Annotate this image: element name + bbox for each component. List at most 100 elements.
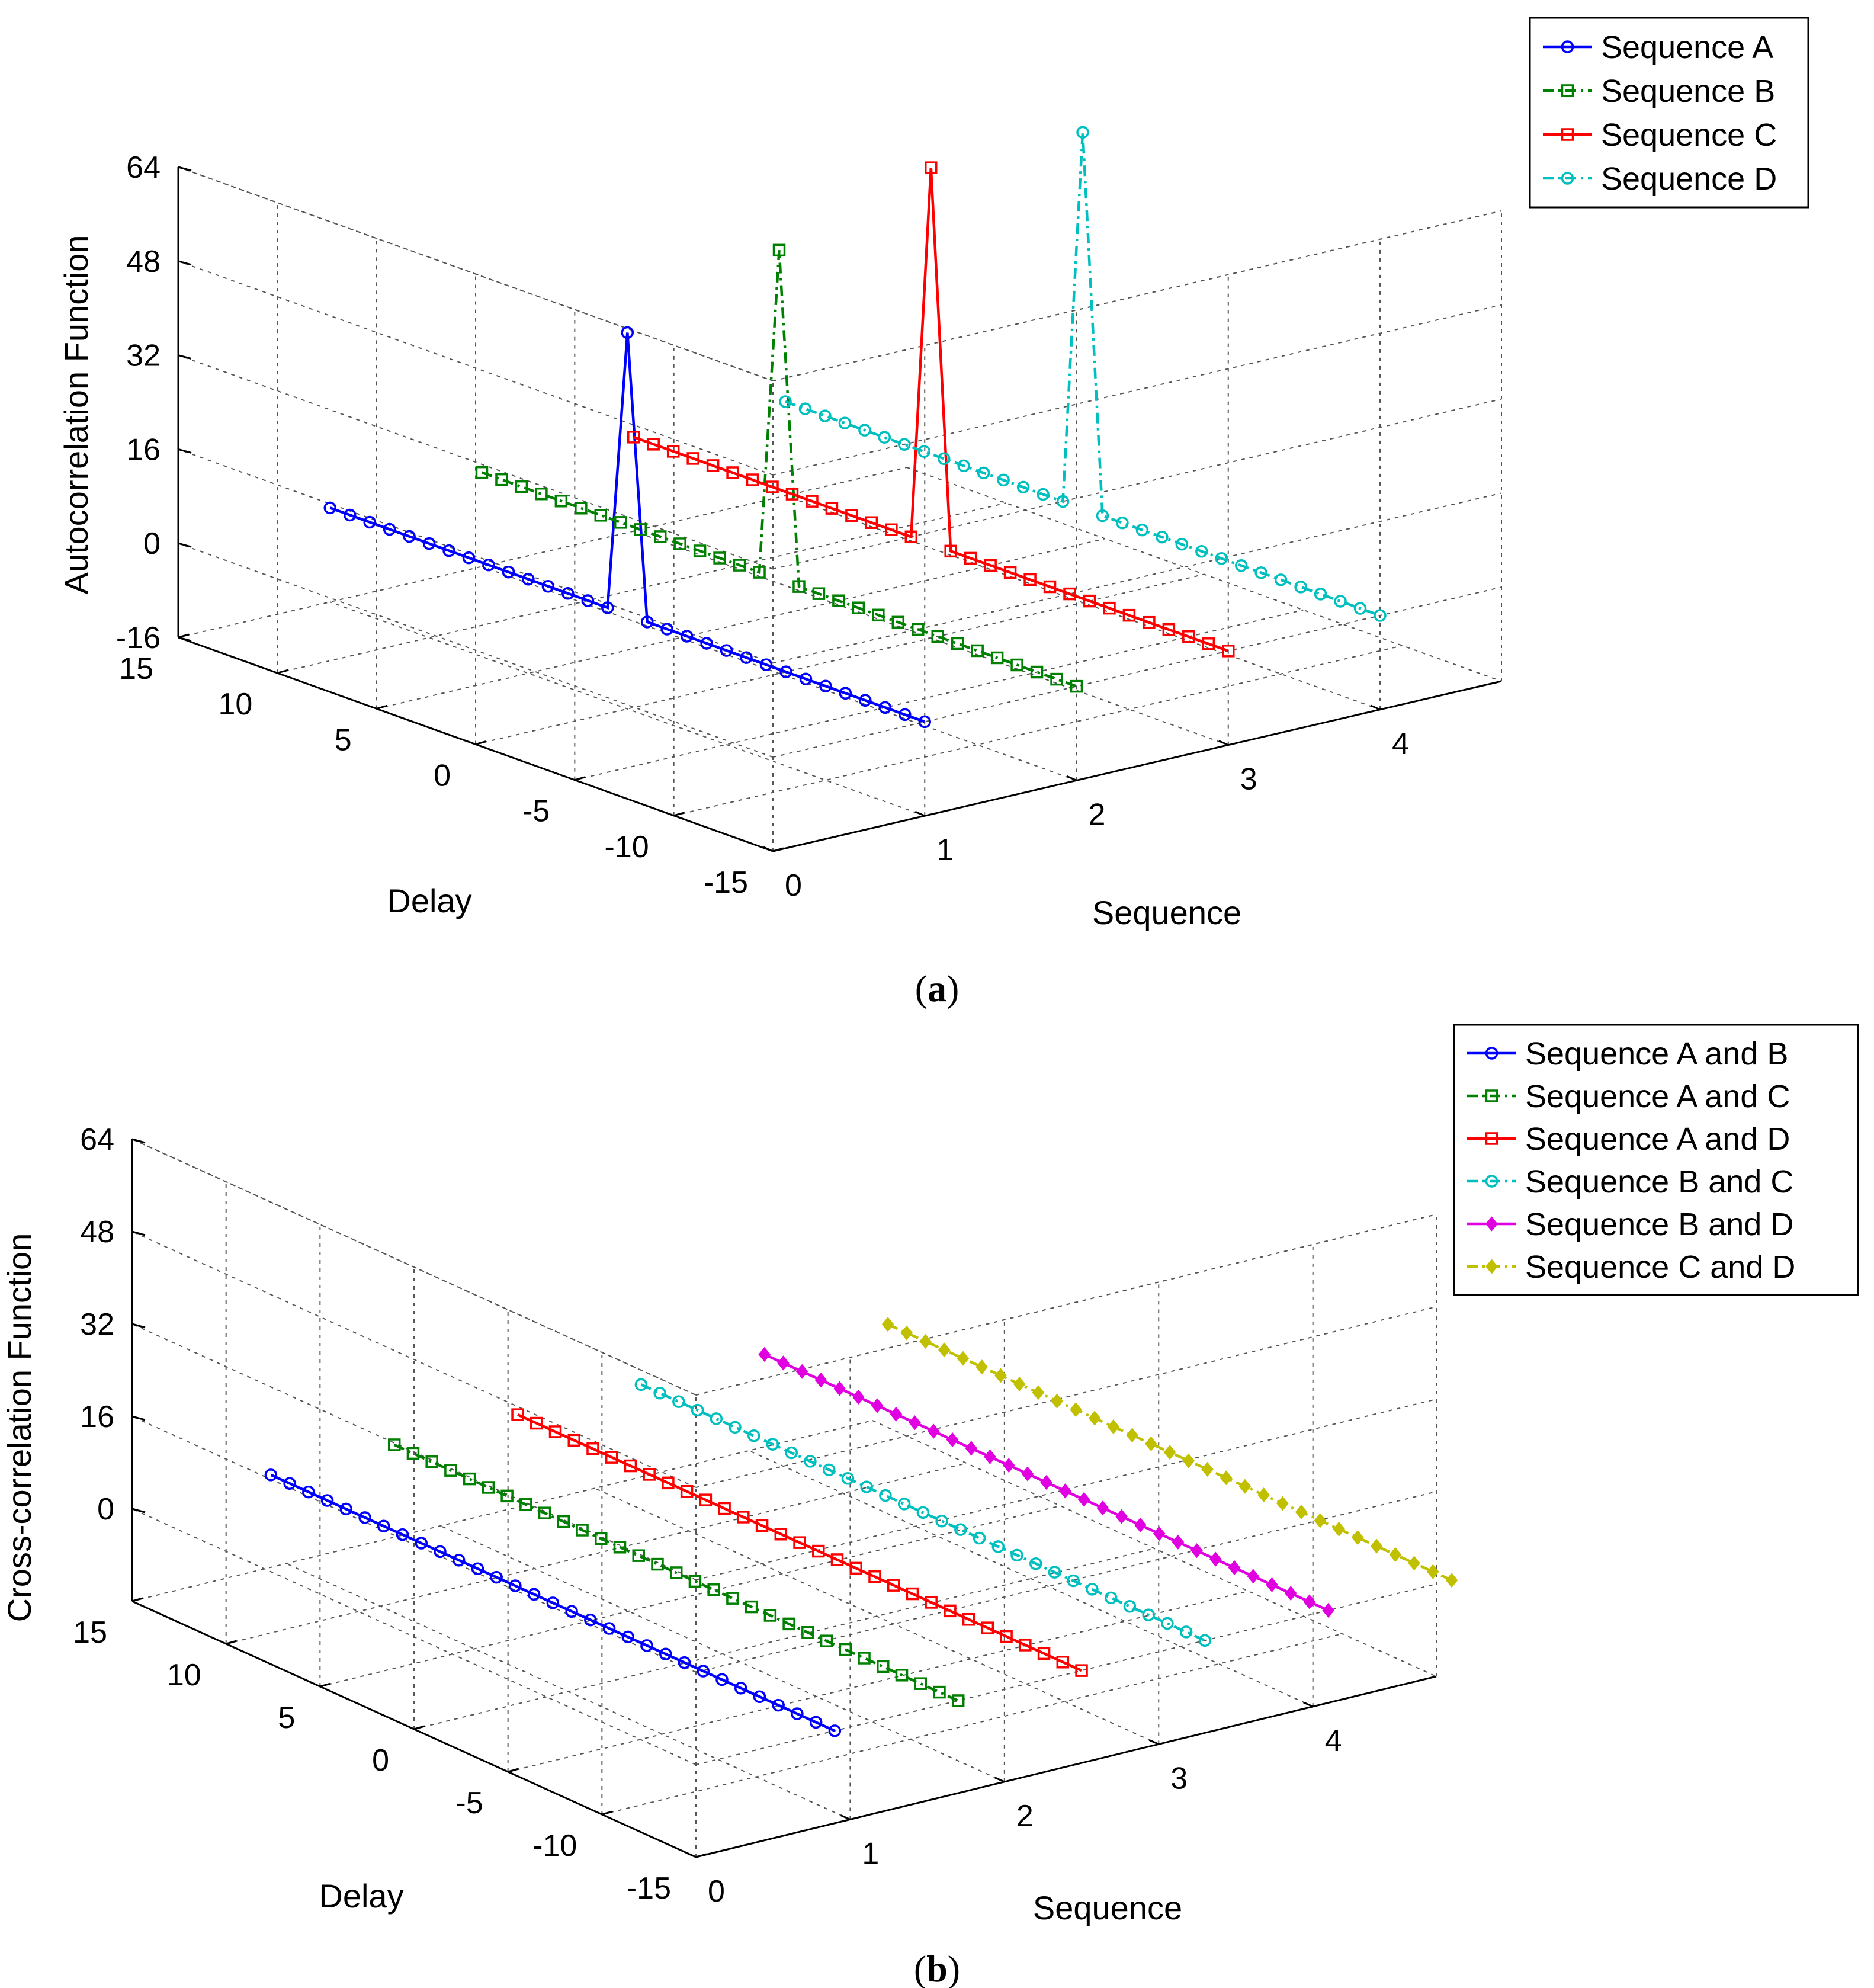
data-point xyxy=(1294,581,1307,594)
floor-grid-line xyxy=(749,1450,1314,1707)
data-point xyxy=(795,1364,808,1379)
data-point xyxy=(1013,1376,1026,1392)
data-point xyxy=(383,522,396,536)
data-point xyxy=(793,1536,806,1549)
left-wall-grid-line xyxy=(131,1508,697,1765)
z-tick-mark xyxy=(178,354,192,360)
back-wall-grid-line xyxy=(695,1306,1437,1488)
data-point xyxy=(1063,587,1076,601)
data-point xyxy=(575,502,588,515)
data-point xyxy=(1198,1634,1212,1647)
data-point xyxy=(925,1596,938,1609)
data-point xyxy=(759,658,773,671)
data-point xyxy=(1162,623,1176,636)
data-point xyxy=(710,1412,723,1425)
sequence-tick-label: 4 xyxy=(1325,1724,1342,1758)
data-point xyxy=(264,1468,278,1482)
data-point xyxy=(830,1553,844,1566)
data-point xyxy=(928,1423,940,1439)
box-edge xyxy=(131,1139,697,1396)
left-wall-grid-line xyxy=(178,260,774,476)
data-point xyxy=(584,1613,597,1627)
data-point xyxy=(909,1415,921,1431)
data-point xyxy=(1059,1483,1071,1499)
data-point xyxy=(1284,1586,1297,1601)
data-point xyxy=(912,623,925,636)
data-point xyxy=(662,1476,675,1490)
floor-grid-line xyxy=(673,645,1403,816)
data-point xyxy=(758,1346,771,1362)
data-point xyxy=(814,1373,827,1388)
data-point xyxy=(832,594,845,607)
data-point xyxy=(1048,1566,1061,1579)
sequence-axis-label: Sequence xyxy=(1092,894,1241,931)
back-wall-grid-line xyxy=(772,586,1502,758)
floor-grid-line xyxy=(482,566,1077,781)
data-point xyxy=(1142,1608,1155,1621)
data-point xyxy=(975,1359,989,1375)
data-point xyxy=(838,416,852,429)
data-point xyxy=(819,409,832,422)
data-point xyxy=(482,558,495,572)
data-point xyxy=(766,1438,779,1451)
data-point xyxy=(1389,1547,1402,1563)
data-point xyxy=(895,1669,909,1682)
sequence-axis-label: Sequence xyxy=(1033,1889,1182,1926)
delay-tick-mark xyxy=(772,847,784,852)
data-point xyxy=(1030,665,1044,679)
data-point xyxy=(594,509,608,522)
data-point xyxy=(339,1502,353,1516)
legend-entry-label: Sequence B and C xyxy=(1525,1164,1793,1200)
data-point xyxy=(954,1523,967,1536)
data-point xyxy=(779,395,792,408)
data-point xyxy=(1032,1385,1045,1400)
legend-entry-label: Sequence B xyxy=(1601,73,1775,109)
data-point xyxy=(904,530,918,544)
data-point xyxy=(1209,1551,1222,1567)
data-point xyxy=(746,473,759,486)
data-point xyxy=(693,544,707,557)
data-point xyxy=(1023,573,1037,586)
legend-box xyxy=(1453,1024,1859,1296)
data-point xyxy=(1352,1530,1364,1545)
data-point xyxy=(614,516,627,529)
legend-entry-label: Sequence C and D xyxy=(1525,1249,1795,1285)
data-point xyxy=(774,1527,788,1541)
legend-swatch-marker xyxy=(1485,1175,1498,1188)
data-point xyxy=(463,1472,476,1486)
data-point xyxy=(490,1570,503,1584)
legend-swatch-marker xyxy=(1485,1132,1498,1145)
back-wall-grid-line xyxy=(772,304,1502,476)
data-point xyxy=(720,644,733,657)
delay-axis-label: Delay xyxy=(387,882,471,919)
data-point xyxy=(755,1519,769,1532)
series-sequence-d xyxy=(779,126,1387,622)
data-point xyxy=(1353,602,1367,615)
data-point xyxy=(872,608,885,622)
data-point xyxy=(1163,1445,1176,1460)
delay-tick-mark xyxy=(178,633,190,639)
data-point xyxy=(858,424,871,437)
floor-grid-line xyxy=(131,1420,873,1602)
data-point xyxy=(515,480,528,493)
data-point xyxy=(425,1455,438,1468)
data-point xyxy=(718,1502,731,1515)
sequence-tick-label: 2 xyxy=(1089,797,1106,832)
data-point xyxy=(627,431,640,444)
z-tick-label: 48 xyxy=(80,1215,114,1249)
data-point xyxy=(323,501,336,515)
data-point xyxy=(640,1639,653,1652)
data-point xyxy=(1179,1625,1193,1639)
delay-tick-label: -15 xyxy=(627,1871,671,1906)
data-point xyxy=(897,1498,911,1511)
sequence-tick-label: 0 xyxy=(708,1874,725,1909)
data-point xyxy=(833,1381,846,1396)
z-tick-mark xyxy=(131,1230,146,1236)
z-tick-mark xyxy=(178,166,192,172)
data-point xyxy=(1153,1526,1166,1541)
data-point xyxy=(613,1541,627,1554)
data-point xyxy=(538,1506,551,1519)
back-wall-grid-line xyxy=(772,492,1502,664)
data-point xyxy=(586,1442,599,1455)
data-point xyxy=(1145,1436,1157,1451)
